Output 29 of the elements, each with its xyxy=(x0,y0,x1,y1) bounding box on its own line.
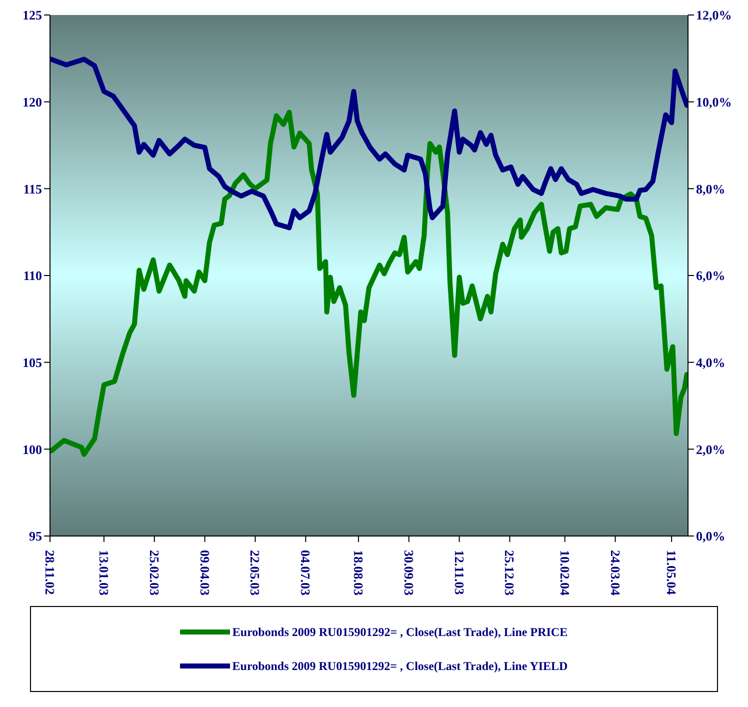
y2-tick-label: 12,0% xyxy=(696,8,732,23)
x-tick-label: 25.12.03 xyxy=(502,550,518,596)
y2-tick-label: 0,0% xyxy=(696,528,726,544)
y-tick-label: 120 xyxy=(22,94,42,110)
y-tick-label: 125 xyxy=(22,8,42,23)
y2-tick-label: 8,0% xyxy=(696,181,726,196)
x-tick-label: 30.09.03 xyxy=(401,550,416,596)
y2-tick-label: 10,0% xyxy=(696,94,732,110)
x-tick-label: 28.11.02 xyxy=(42,550,58,595)
y2-tick-label: 6,0% xyxy=(696,268,726,284)
y-tick-label: 105 xyxy=(22,354,42,370)
x-tick-label: 18.08.03 xyxy=(350,550,366,596)
y-tick-label: 100 xyxy=(22,442,42,457)
y-tick-label: 95 xyxy=(29,528,42,544)
x-tick-label: 25.02.03 xyxy=(146,550,162,596)
x-tick-label: 22.05.03 xyxy=(248,550,263,596)
x-tick-label: 24.03.04 xyxy=(608,550,623,596)
legend-label: Eurobonds 2009 RU015901292= , Close(Last Trade), Line PRICE xyxy=(232,624,568,640)
y2-tick-label: 4,0% xyxy=(696,354,726,370)
x-tick-label: 13.01.03 xyxy=(96,550,112,596)
y-tick-label: 115 xyxy=(23,181,42,196)
x-tick-label: 11.05.04 xyxy=(664,550,680,596)
y2-tick-label: 2,0% xyxy=(696,442,726,457)
x-tick-label: 12.11.03 xyxy=(452,550,467,596)
x-tick-label: 04.07.03 xyxy=(298,550,314,596)
x-tick-label: 10.02.04 xyxy=(557,550,572,596)
x-tick-label: 09.04.03 xyxy=(197,550,212,596)
y-tick-label: 110 xyxy=(23,268,42,284)
legend-label: Eurobonds 2009 RU015901292= , Close(Last Trade), Line YIELD xyxy=(232,658,568,674)
